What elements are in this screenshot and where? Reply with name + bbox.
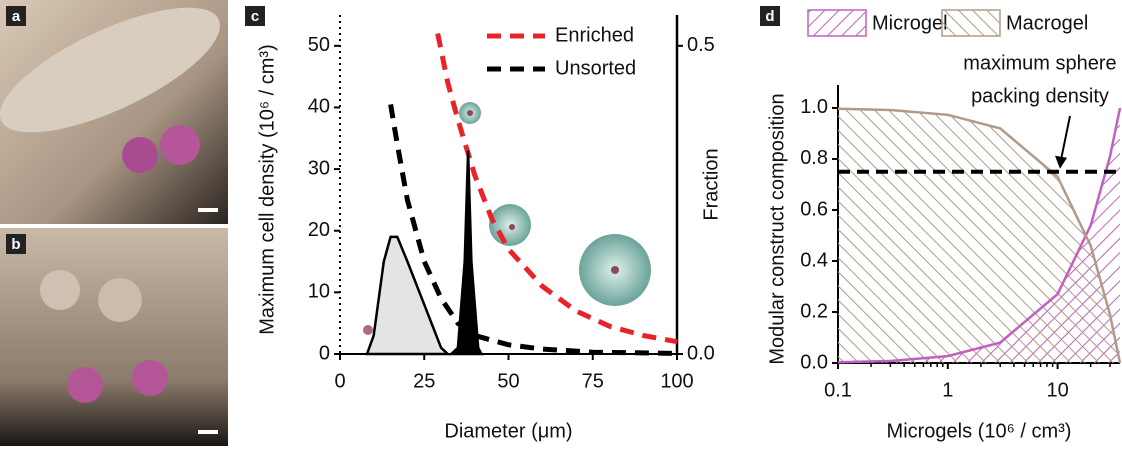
panel-label: d xyxy=(765,8,774,25)
y-axis-title: Modular construct composition xyxy=(766,93,788,364)
annotation-arrow xyxy=(1060,115,1071,160)
x-tick-label: 10 xyxy=(1046,379,1068,401)
series-line xyxy=(448,150,484,356)
y-tick-label: 10 xyxy=(308,281,330,303)
sem-detail xyxy=(98,278,142,322)
series-line xyxy=(837,107,1122,364)
x-tick-label: 0.1 xyxy=(824,379,852,401)
annotation: packing density xyxy=(971,85,1109,107)
legend-label: Unsorted xyxy=(555,57,636,79)
panel-label: b xyxy=(11,236,20,253)
y-tick-label: 0 xyxy=(319,342,330,364)
sem-image xyxy=(0,228,228,446)
y-tick-label: 30 xyxy=(308,157,330,179)
x-axis-title: Diameter (μm) xyxy=(444,420,572,442)
sem-cell xyxy=(160,125,200,165)
y-tick-label: 40 xyxy=(308,96,330,118)
series-line xyxy=(388,103,678,356)
y-axis-title: Maximum cell density (10⁶ / cm³) xyxy=(256,44,278,335)
y-tick-label: 0.6 xyxy=(800,198,828,220)
y2-tick-label: 0.0 xyxy=(687,342,715,364)
y2-tick-label: 0.5 xyxy=(687,34,715,56)
cell-icon xyxy=(611,266,619,274)
sem-cell xyxy=(122,137,158,173)
series-line xyxy=(435,32,678,345)
panel-label-box xyxy=(6,6,26,26)
x-axis-title: Microgels (10⁶ / cm³) xyxy=(887,420,1072,442)
legend-label: Microgel xyxy=(872,12,948,34)
x-tick-label: 50 xyxy=(497,370,519,392)
x-tick-label: 0 xyxy=(334,370,345,392)
cell-icon xyxy=(509,224,515,230)
y-tick-label: 0.4 xyxy=(800,249,828,271)
x-tick-label: 100 xyxy=(660,370,693,392)
y-tick-label: 0.0 xyxy=(800,351,828,373)
panel-label-box xyxy=(6,234,26,254)
annotation: maximum sphere xyxy=(963,52,1116,74)
area-fill xyxy=(838,108,1120,363)
y-tick-label: 0.2 xyxy=(800,300,828,322)
annotation-arrowhead xyxy=(1055,155,1067,169)
sem-cell xyxy=(132,360,168,396)
x-tick-label: 1 xyxy=(942,379,953,401)
scale-bar xyxy=(198,430,218,434)
legend-swatch xyxy=(807,9,867,37)
legend-label: Macrogel xyxy=(1006,12,1088,34)
y-tick-label: 1.0 xyxy=(800,96,828,118)
y-tick-label: 0.8 xyxy=(800,147,828,169)
panel-label-box xyxy=(760,6,780,26)
sem-cell xyxy=(67,367,103,403)
y2-axis-title: Fraction xyxy=(700,148,722,220)
series-line xyxy=(365,235,451,356)
series-line xyxy=(837,107,1122,364)
y-tick-label: 20 xyxy=(308,219,330,241)
legend-label: Enriched xyxy=(555,24,634,46)
legend-swatch xyxy=(941,9,1001,37)
x-tick-label: 75 xyxy=(582,370,604,392)
sem-detail xyxy=(0,7,221,133)
cell-icon xyxy=(363,325,373,335)
panel-label-box xyxy=(245,6,265,26)
cell-icon xyxy=(467,110,473,116)
sem-detail xyxy=(40,270,80,310)
x-tick-label: 25 xyxy=(413,370,435,392)
panel-label: a xyxy=(12,8,21,25)
scale-bar xyxy=(198,208,218,212)
panel-label: c xyxy=(251,8,259,25)
y-tick-label: 50 xyxy=(308,34,330,56)
